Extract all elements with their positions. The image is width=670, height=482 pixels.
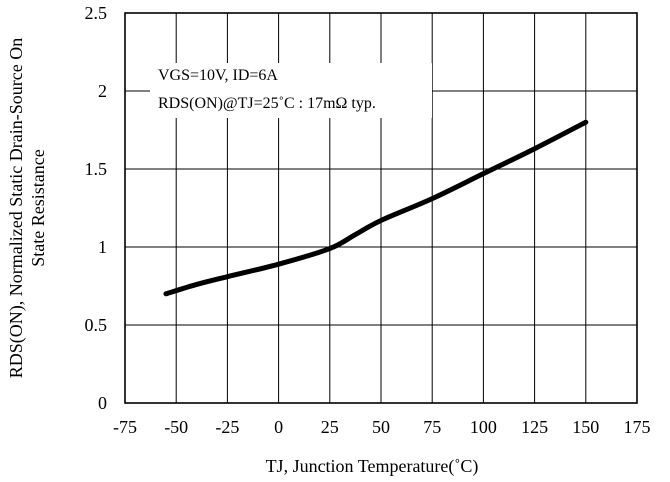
y-tick-label: 2.5 — [85, 3, 108, 23]
x-tick-label: 125 — [521, 417, 548, 437]
x-tick-label: 25 — [321, 417, 339, 437]
y-axis-label-line2: State Resistance — [28, 149, 48, 266]
y-axis-label-line1: RDS(ON), Normalized Static Drain-Source … — [6, 38, 27, 378]
y-tick-label: 0 — [98, 393, 107, 413]
y-tick-label: 1.5 — [85, 159, 108, 179]
y-tick-label: 2 — [98, 81, 107, 101]
x-tick-label: 150 — [572, 417, 599, 437]
x-tick-label: -50 — [164, 417, 188, 437]
annotation-box — [150, 63, 432, 118]
y-tick-label: 0.5 — [85, 315, 108, 335]
x-tick-label: 50 — [372, 417, 390, 437]
x-tick-label: -75 — [113, 417, 137, 437]
series-line — [163, 119, 589, 297]
annotation-conditions: VGS=10V, ID=6A — [158, 67, 278, 84]
x-tick-label: -25 — [215, 417, 239, 437]
x-tick-label: 100 — [470, 417, 497, 437]
y-tick-labels: 0 0.5 1 1.5 2 2.5 — [85, 3, 108, 413]
x-tick-label: 175 — [624, 417, 651, 437]
x-tick-label: 75 — [423, 417, 441, 437]
y-tick-label: 1 — [98, 237, 107, 257]
annotation-rdson: RDS(ON)@TJ=25˚C : 17mΩ typ. — [158, 95, 376, 112]
x-axis-label: TJ, Junction Temperature(˚C) — [266, 456, 479, 477]
x-tick-label: 0 — [274, 417, 283, 437]
plot-frame — [124, 12, 638, 404]
x-tick-labels: -75 -50 -25 0 25 50 75 100 125 150 175 — [113, 417, 651, 437]
